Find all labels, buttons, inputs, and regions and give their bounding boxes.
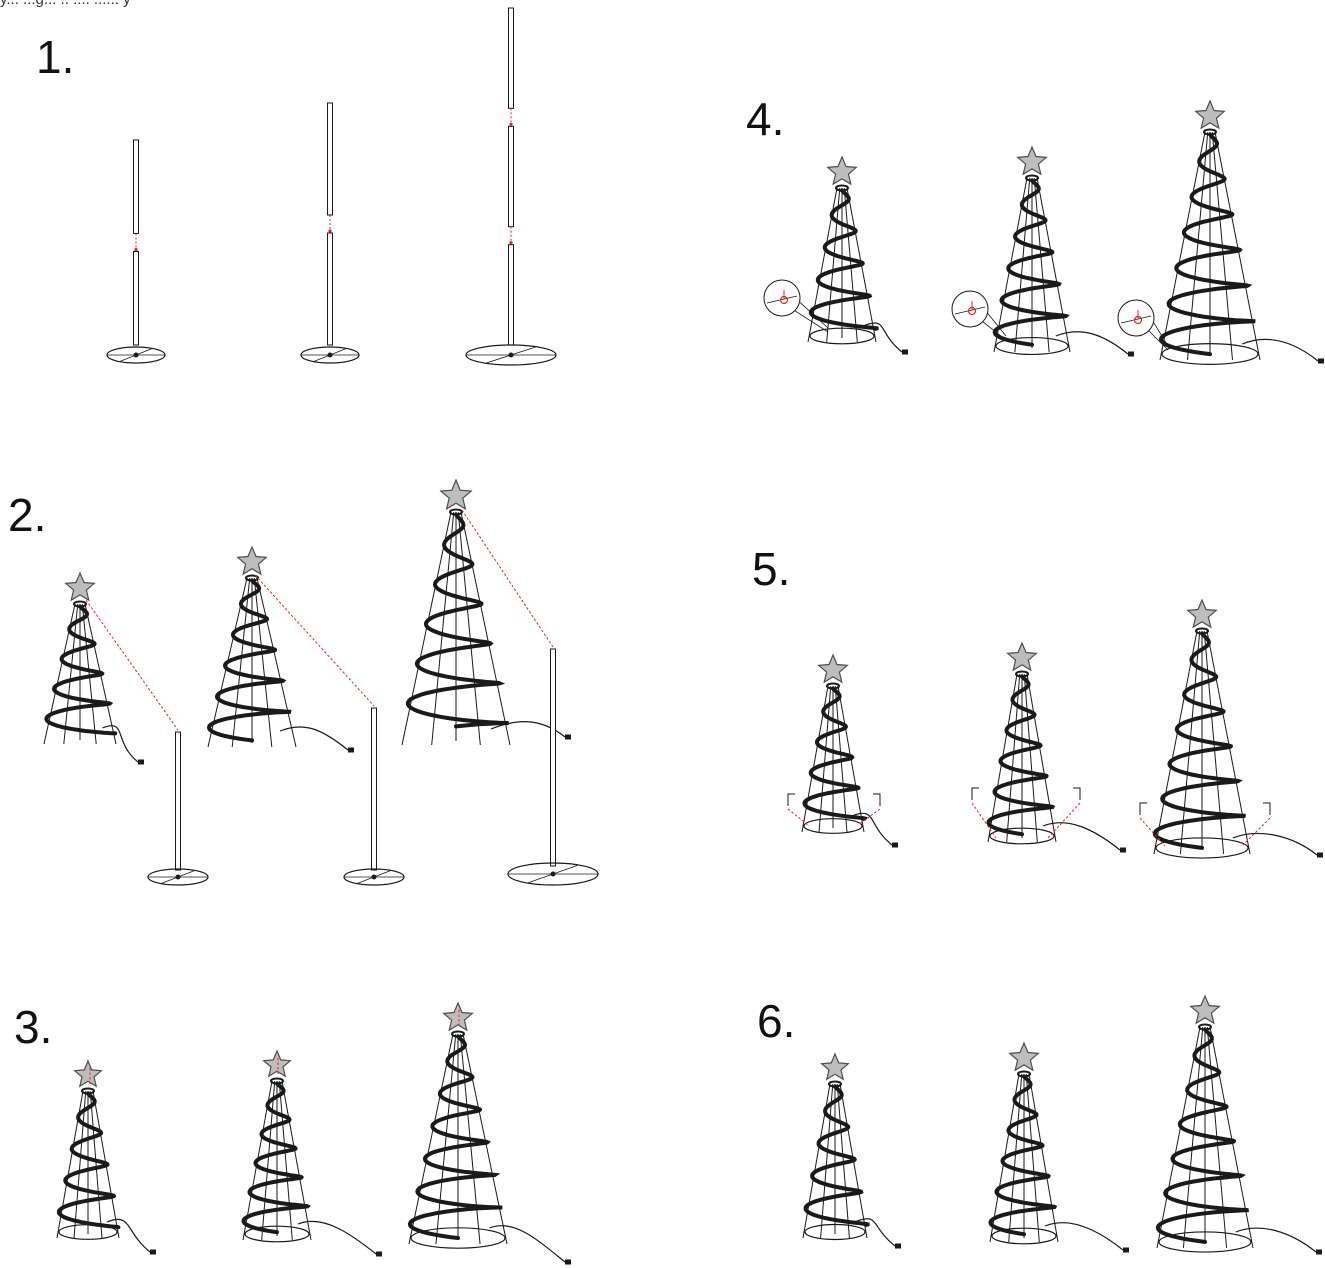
pole-section-icon	[327, 102, 333, 346]
guide-line	[461, 509, 554, 648]
stake-icon	[873, 793, 881, 806]
guide-line	[1139, 817, 1166, 847]
star-icon	[442, 1001, 474, 1032]
spiral-tree-icon	[1155, 994, 1322, 1255]
base-stand-icon	[300, 346, 360, 364]
pole-section-icon	[133, 139, 139, 346]
pole-section-icon	[550, 648, 556, 867]
step-1-number: 1.	[36, 31, 75, 83]
stake-icon	[1073, 787, 1081, 800]
step-2-illustration	[43, 478, 599, 886]
spiral-tree-icon	[56, 1059, 156, 1255]
zoom-callout-icon	[763, 279, 829, 333]
spiral-tree-icon	[1158, 99, 1324, 365]
star-icon	[1016, 145, 1048, 176]
step-1-illustration	[106, 7, 557, 366]
power-plug-icon	[1318, 358, 1324, 364]
base-stand-icon	[106, 346, 166, 364]
zoom-callout-icon	[951, 290, 1007, 341]
step-5-number: 5.	[752, 543, 791, 595]
guide-line	[85, 599, 179, 731]
step-4-number: 4.	[746, 93, 785, 145]
star-icon	[262, 1049, 292, 1078]
spiral-tree-icon	[986, 641, 1126, 853]
base-stand-icon	[465, 344, 557, 366]
power-plug-icon	[565, 734, 571, 740]
guide-line	[254, 574, 375, 707]
step-6-number: 6.	[757, 995, 796, 1047]
stake-icon	[971, 787, 979, 800]
power-plug-icon	[138, 759, 144, 765]
power-plug-icon	[348, 747, 354, 753]
base-stand-icon	[343, 868, 405, 886]
power-plug-icon	[892, 842, 898, 848]
spiral-tree-icon	[401, 478, 571, 746]
power-plug-icon	[1128, 351, 1134, 357]
power-plug-icon	[1120, 847, 1126, 853]
spiral-tree-icon	[992, 145, 1134, 357]
star-icon	[820, 1052, 850, 1081]
star-icon	[817, 653, 849, 684]
power-plug-icon	[150, 1249, 156, 1255]
star-icon	[64, 571, 96, 602]
guide-line	[857, 808, 881, 826]
star-icon	[1194, 99, 1226, 130]
spiral-tree-icon	[43, 571, 144, 765]
spiral-tree-icon	[807, 155, 908, 355]
spiral-tree-icon	[1152, 598, 1323, 859]
power-plug-icon	[1316, 1249, 1322, 1255]
step-3-number: 3.	[14, 1001, 53, 1053]
power-plug-icon	[1123, 1247, 1129, 1253]
base-stand-icon	[507, 862, 599, 886]
base-stand-icon	[147, 868, 209, 886]
spiral-tree-icon	[407, 1001, 571, 1265]
star-icon	[1189, 994, 1221, 1025]
pole-section-icon	[371, 707, 377, 871]
star-icon	[1006, 641, 1038, 672]
spiral-tree-icon	[802, 1052, 901, 1249]
step-3-illustration	[56, 1001, 571, 1265]
star-icon	[439, 478, 473, 511]
step-4-illustration	[763, 99, 1324, 365]
spiral-tree-icon	[801, 653, 898, 848]
stake-icon	[787, 793, 795, 806]
star-icon	[73, 1059, 103, 1088]
star-icon	[236, 545, 268, 576]
guide-line	[1047, 802, 1081, 839]
spiral-tree-icon	[206, 545, 354, 753]
star-icon	[826, 155, 858, 186]
pole-section-icon	[175, 731, 181, 871]
pole-section-icon	[508, 7, 514, 346]
power-plug-icon	[902, 349, 908, 355]
step-5-illustration	[787, 598, 1323, 859]
star-icon	[1008, 1041, 1040, 1072]
power-plug-icon	[1317, 852, 1323, 858]
step-2-number: 2.	[8, 489, 47, 541]
power-plug-icon	[895, 1243, 901, 1249]
star-icon	[1186, 598, 1218, 629]
stake-icon	[1263, 802, 1271, 815]
spiral-tree-icon	[241, 1049, 382, 1257]
header-fragment-text: y... ...g... .. .... ...... y	[0, 0, 131, 8]
spiral-tree-icon	[988, 1041, 1129, 1253]
stake-icon	[1139, 802, 1147, 815]
guide-line	[1241, 817, 1271, 847]
step-6-illustration	[802, 994, 1322, 1255]
zoom-callout-icon	[1117, 299, 1169, 351]
power-plug-icon	[565, 1259, 571, 1265]
power-plug-icon	[376, 1251, 382, 1257]
